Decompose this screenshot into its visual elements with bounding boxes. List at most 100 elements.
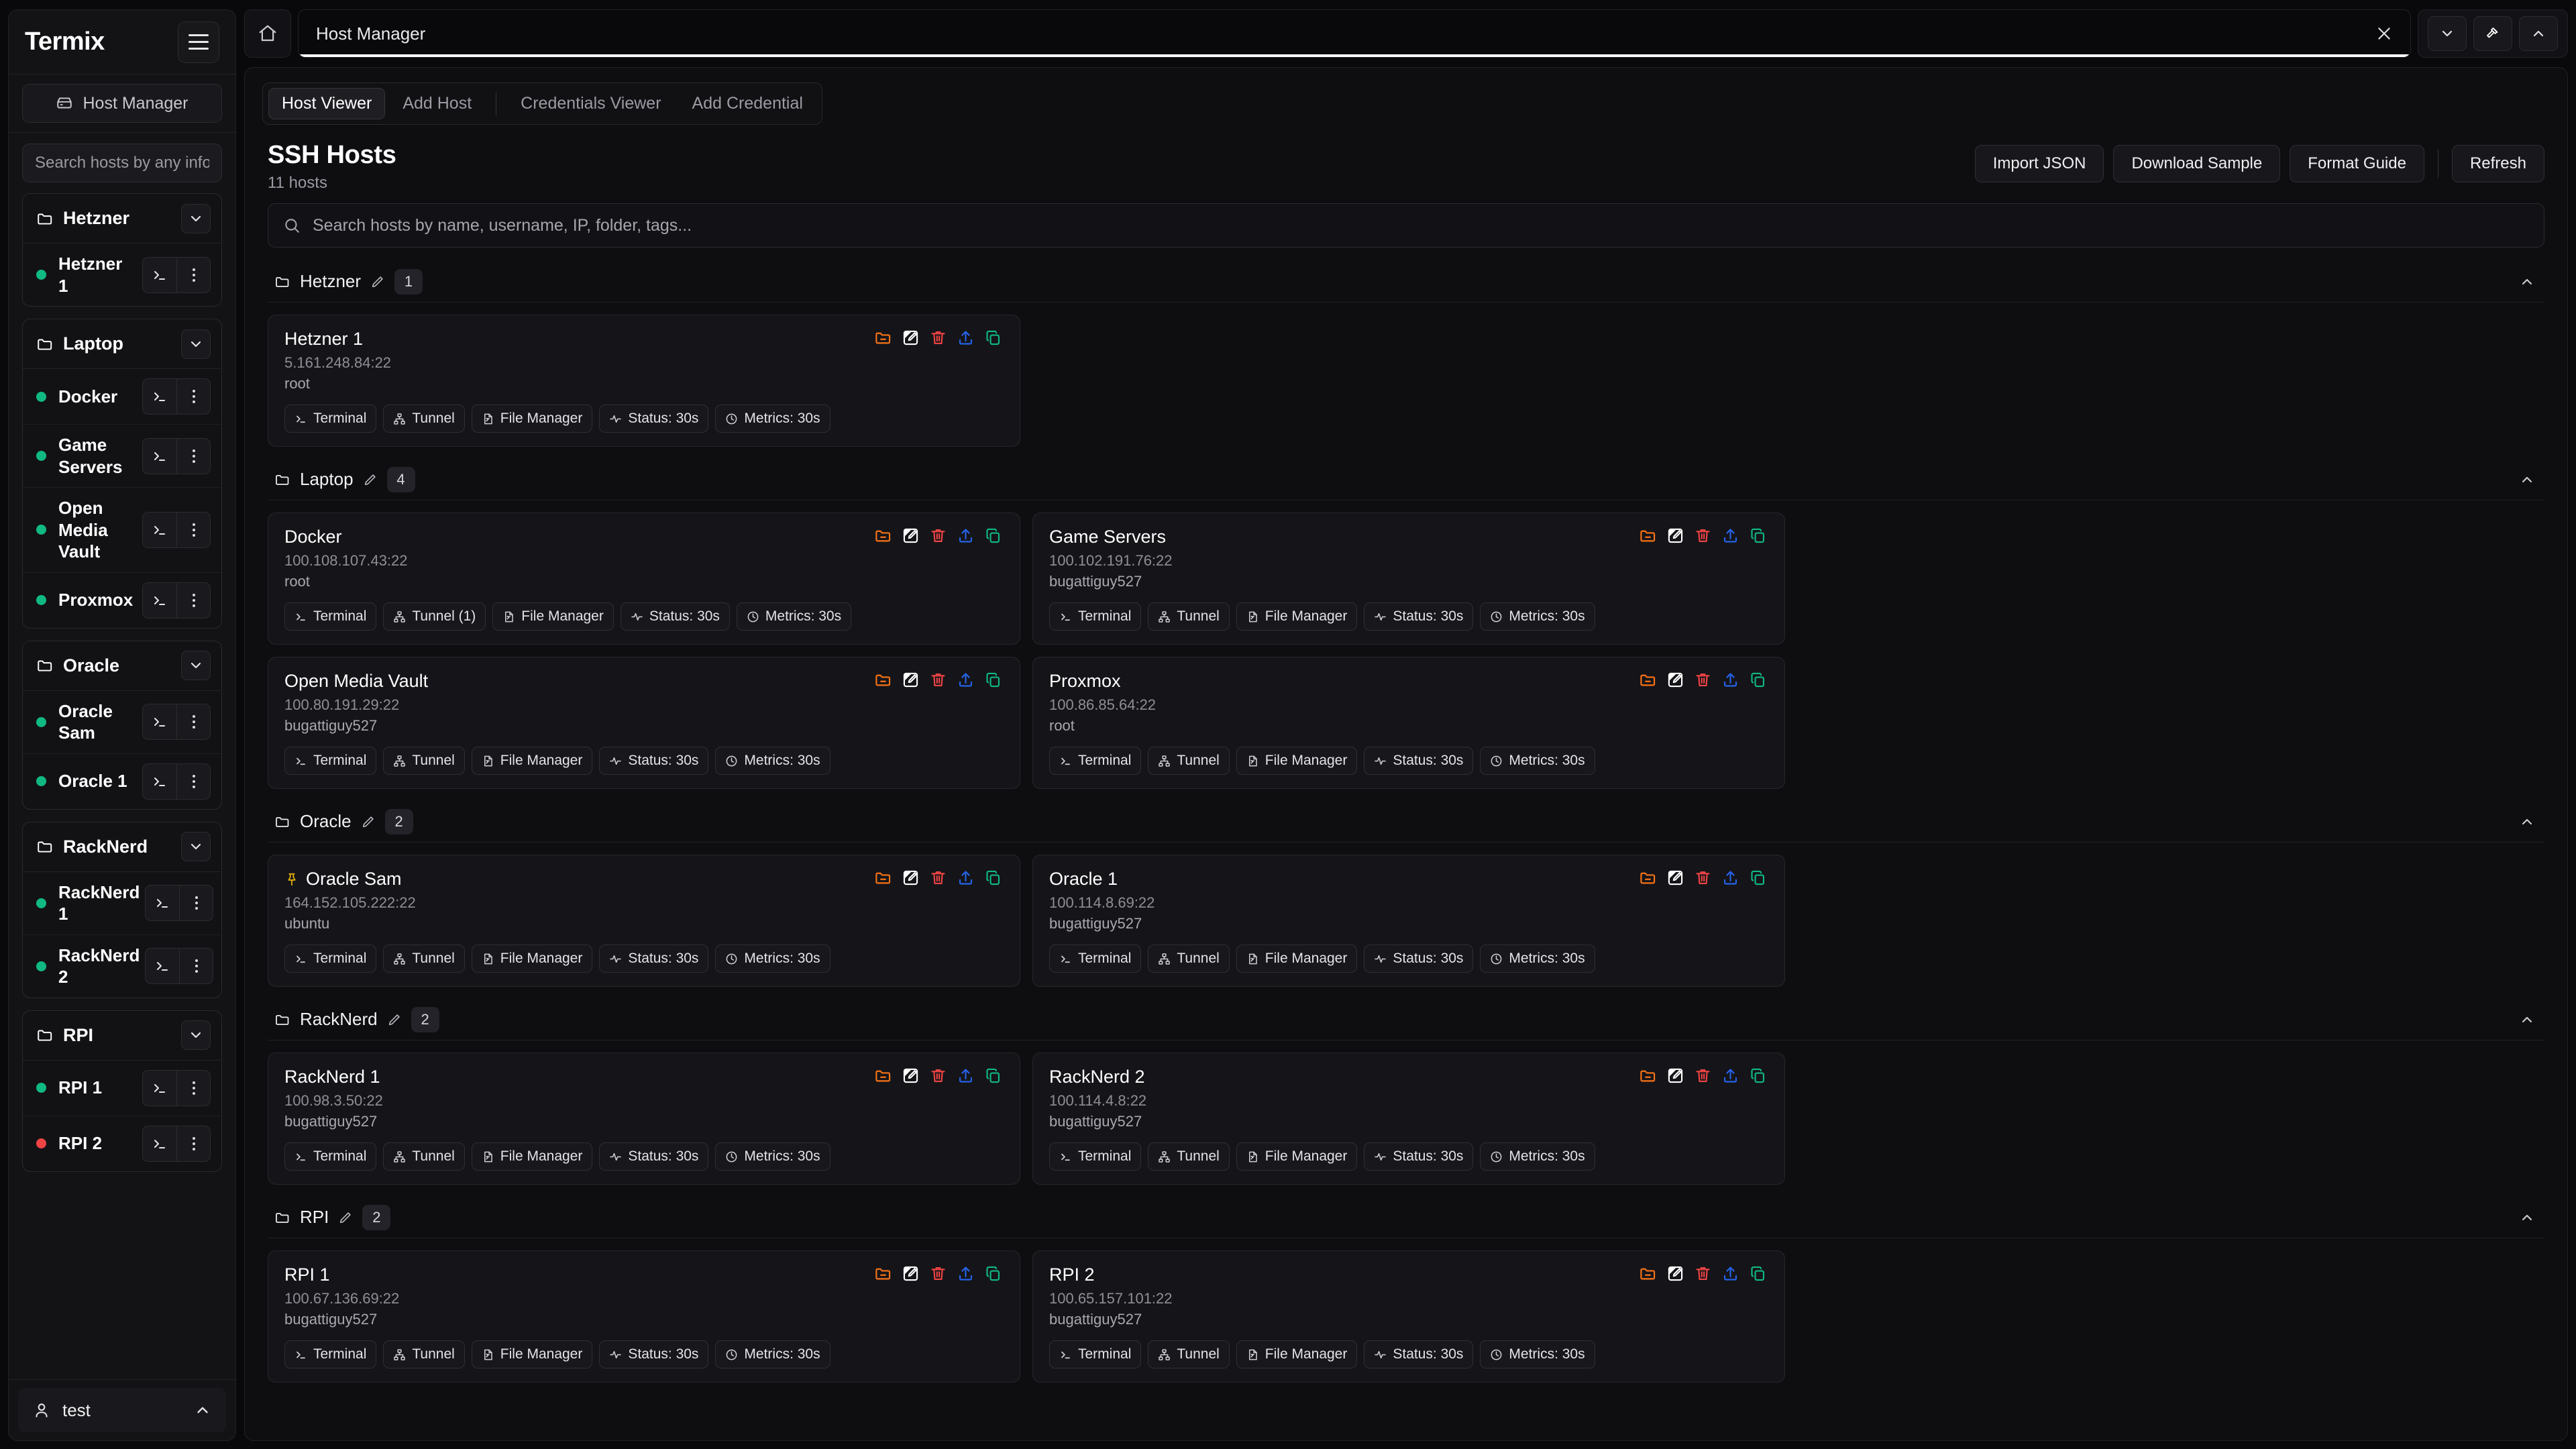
chip-tunnel[interactable]: Tunnel (1) [383,602,486,631]
terminal-icon[interactable] [143,1071,176,1106]
trash-icon[interactable] [929,671,947,689]
sidebar-host-oracle-sam[interactable]: Oracle Sam [23,691,221,754]
chip-terminal[interactable]: Terminal [1049,945,1142,973]
trash-icon[interactable] [1694,1067,1712,1085]
trash-icon[interactable] [929,329,947,347]
copy-icon[interactable] [1749,527,1767,545]
sidebar-item-host-manager[interactable]: Host Manager [22,84,222,123]
terminal-icon[interactable] [143,764,176,799]
copy-icon[interactable] [984,869,1002,887]
chip-tunnel[interactable]: Tunnel [383,747,465,775]
sidebar-folder-header[interactable]: RackNerd [23,822,221,872]
chip-metrics[interactable]: Metrics: 30s [1480,945,1595,973]
folder-minus-icon[interactable] [1639,671,1657,689]
edit-square-icon[interactable] [902,1265,920,1283]
chip-status[interactable]: Status: 30s [599,747,709,775]
host-card[interactable]: Hetzner 1 5.161.248.84:22 root Terminal … [268,315,1020,447]
folder-minus-icon[interactable] [874,1067,892,1085]
copy-icon[interactable] [984,671,1002,689]
chip-status[interactable]: Status: 30s [1364,747,1474,775]
terminal-icon[interactable] [143,1126,176,1161]
edit-square-icon[interactable] [902,527,920,545]
host-card[interactable]: Open Media Vault 100.80.191.29:22 bugatt… [268,657,1020,789]
chip-tunnel[interactable]: Tunnel [1148,1340,1230,1368]
more-vertical-icon[interactable] [176,1126,210,1161]
chip-file-manager[interactable]: File Manager [1236,1142,1358,1171]
sidebar-host-oracle-1[interactable]: Oracle 1 [23,754,221,809]
more-vertical-icon[interactable] [176,512,210,547]
chip-tunnel[interactable]: Tunnel [383,945,465,973]
tools-button[interactable] [2473,16,2512,51]
sidebar-folder-toggle[interactable] [181,832,211,861]
chevron-up-icon[interactable] [2514,268,2540,295]
more-vertical-icon[interactable] [176,379,210,414]
tab-credentials-viewer[interactable]: Credentials Viewer [521,94,661,113]
sidebar-search-input[interactable] [22,144,222,182]
sidebar-host-rpi-1[interactable]: RPI 1 [23,1061,221,1116]
chip-metrics[interactable]: Metrics: 30s [1480,602,1595,631]
sidebar-host-racknerd-2[interactable]: RackNerd 2 [23,935,221,998]
more-vertical-icon[interactable] [176,582,210,618]
chevron-up-icon[interactable] [2514,466,2540,493]
sidebar-host-game-servers[interactable]: Game Servers [23,425,221,488]
host-group-header[interactable]: Oracle 2 [268,801,2544,843]
tab-host-viewer[interactable]: Host Viewer [268,88,386,119]
upload-icon[interactable] [957,671,975,689]
terminal-icon[interactable] [143,704,176,739]
chip-terminal[interactable]: Terminal [284,747,377,775]
chip-metrics[interactable]: Metrics: 30s [1480,1340,1595,1368]
close-icon[interactable] [2375,25,2393,42]
chip-terminal[interactable]: Terminal [284,1142,377,1171]
chip-status[interactable]: Status: 30s [620,602,730,631]
more-vertical-icon[interactable] [179,949,213,983]
chip-file-manager[interactable]: File Manager [1236,945,1358,973]
edit-square-icon[interactable] [902,329,920,347]
chip-metrics[interactable]: Metrics: 30s [715,747,830,775]
folder-minus-icon[interactable] [1639,527,1657,545]
host-card[interactable]: RackNerd 2 100.114.4.8:22 bugattiguy527 … [1032,1053,1785,1185]
more-vertical-icon[interactable] [176,257,210,292]
sidebar-host-docker[interactable]: Docker [23,369,221,425]
chip-file-manager[interactable]: File Manager [1236,1340,1358,1368]
sidebar-host-open-media-vault[interactable]: Open Media Vault [23,488,221,573]
refresh-button[interactable]: Refresh [2451,145,2544,182]
host-group-header[interactable]: Laptop 4 [268,459,2544,500]
chip-status[interactable]: Status: 30s [599,1340,709,1368]
upload-icon[interactable] [1721,1067,1739,1085]
host-card[interactable]: RackNerd 1 100.98.3.50:22 bugattiguy527 … [268,1053,1020,1185]
copy-icon[interactable] [1749,869,1767,887]
chip-status[interactable]: Status: 30s [1364,602,1474,631]
more-vertical-icon[interactable] [176,1070,210,1106]
chip-terminal[interactable]: Terminal [284,405,377,433]
host-card[interactable]: Docker 100.108.107.43:22 root Terminal T… [268,513,1020,645]
chip-file-manager[interactable]: File Manager [492,602,614,631]
format-guide-button[interactable]: Format Guide [2290,145,2424,182]
copy-icon[interactable] [984,329,1002,347]
hamburger-menu-icon[interactable] [178,21,219,63]
home-button[interactable] [244,9,291,58]
sidebar-folder-header[interactable]: RPI [23,1011,221,1061]
more-vertical-icon[interactable] [176,438,210,474]
chip-status[interactable]: Status: 30s [1364,945,1474,973]
chip-metrics[interactable]: Metrics: 30s [736,602,852,631]
download-sample-button[interactable]: Download Sample [2113,145,2281,182]
sidebar-folder-toggle[interactable] [181,651,211,680]
edit-square-icon[interactable] [902,1067,920,1085]
edit-square-icon[interactable] [1666,1067,1684,1085]
host-group-header[interactable]: Hetzner 1 [268,261,2544,303]
host-card[interactable]: Game Servers 100.102.191.76:22 bugattigu… [1032,513,1785,645]
tab-add-host[interactable]: Add Host [402,94,472,113]
trash-icon[interactable] [929,1265,947,1283]
folder-minus-icon[interactable] [1639,869,1657,887]
upload-icon[interactable] [957,1067,975,1085]
chevron-up-icon[interactable] [2514,1006,2540,1033]
edit-square-icon[interactable] [1666,671,1684,689]
chip-tunnel[interactable]: Tunnel [383,1142,465,1171]
chip-terminal[interactable]: Terminal [1049,747,1142,775]
upload-icon[interactable] [957,1265,975,1283]
host-search-input[interactable] [313,215,2529,235]
chip-status[interactable]: Status: 30s [599,1142,709,1171]
sidebar-folder-header[interactable]: Laptop [23,319,221,369]
terminal-icon[interactable] [143,379,176,414]
folder-minus-icon[interactable] [874,671,892,689]
